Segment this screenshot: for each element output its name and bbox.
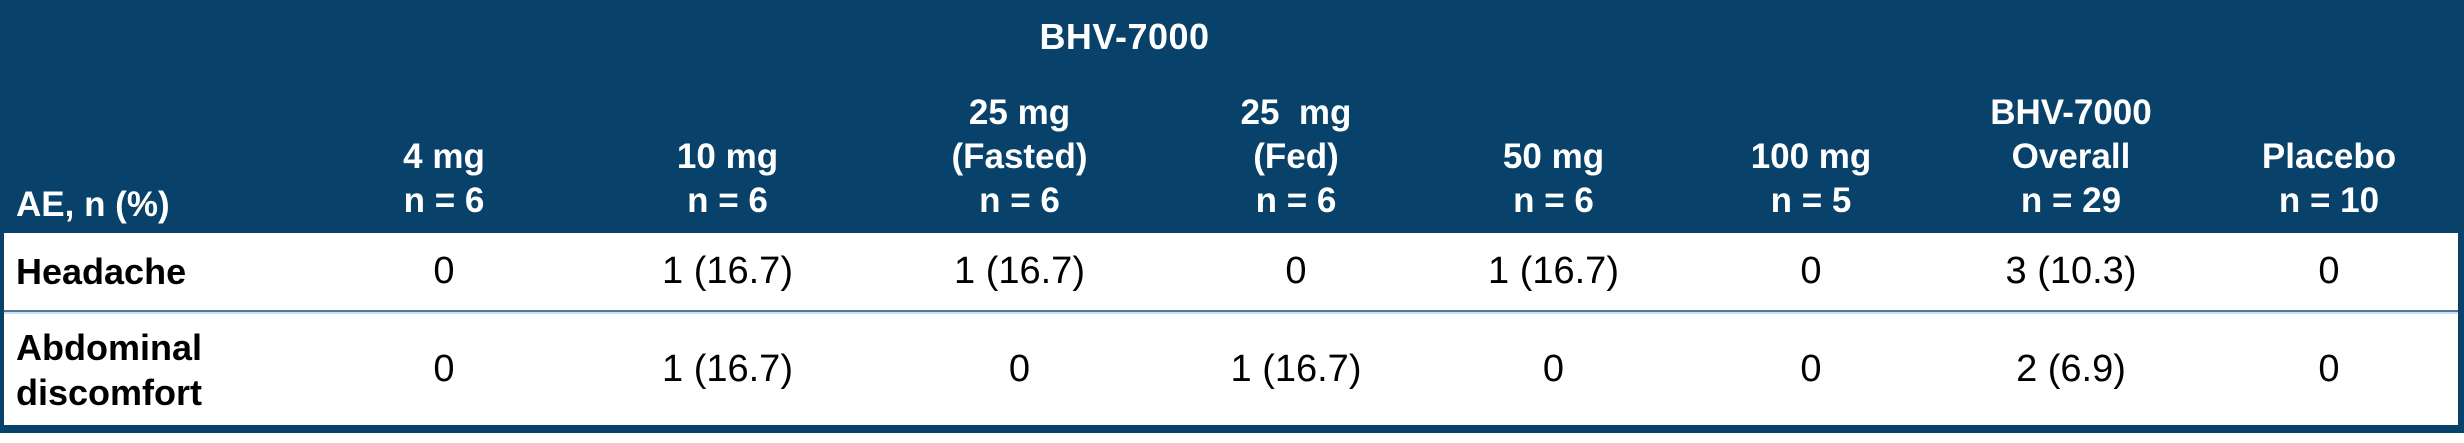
row-label: Abdominal discomfort <box>16 326 203 413</box>
column-header-4mg: 4 mg n = 6 <box>307 86 581 233</box>
table-cell: 1 (16.7) <box>954 250 1085 292</box>
table-header: BHV-7000 AE, n (%) 4 mg n = 6 10 mg n = … <box>4 0 2458 233</box>
column-header-50mg: 50 mg n = 6 <box>1427 86 1680 233</box>
adverse-events-table: BHV-7000 AE, n (%) 4 mg n = 6 10 mg n = … <box>0 0 2464 433</box>
table-row-headache: Headache 0 1 (16.7) 1 (16.7) 0 1 (16.7) … <box>4 233 2458 310</box>
table-cell: 0 <box>1800 348 1822 390</box>
table-cell: 0 <box>1285 250 1307 292</box>
column-header-line: 100 mg <box>1750 137 1872 176</box>
column-header-line: n = 6 <box>403 181 485 220</box>
column-header-10mg: 10 mg n = 6 <box>581 86 874 233</box>
table-cell: 1 (16.7) <box>662 348 793 390</box>
table-cell: 1 (16.7) <box>662 250 793 292</box>
group-header-label: BHV-7000 <box>1039 16 1210 57</box>
column-header-line: 25 mg <box>1240 93 1352 132</box>
column-header-line: n = 29 <box>2020 181 2122 220</box>
column-header-bhv7000-overall: BHV-7000 Overall n = 29 <box>1942 86 2200 233</box>
table-cell: 3 (10.3) <box>2005 250 2137 292</box>
row-divider <box>4 310 2458 314</box>
bottom-margin-strip <box>0 433 2464 443</box>
column-header-line: 50 mg <box>1502 137 1605 176</box>
column-header-label: AE, n (%) <box>16 185 170 224</box>
table-row-abdominal-discomfort: Abdominal discomfort 0 1 (16.7) 0 1 (16.… <box>4 314 2458 425</box>
table-cell: 0 <box>433 348 455 390</box>
column-header-line: n = 6 <box>687 181 768 220</box>
column-header-line: 4 mg <box>403 137 485 176</box>
table-cell: 0 <box>2318 348 2340 390</box>
group-header-bhv7000: BHV-7000 <box>307 0 1942 86</box>
column-header-ae: AE, n (%) <box>4 86 307 233</box>
table-cell: 0 <box>1800 250 1822 292</box>
column-header-line: (Fasted) <box>951 137 1088 176</box>
column-header-line: n = 6 <box>1255 181 1337 220</box>
table-cell: 2 (6.9) <box>2016 348 2126 390</box>
table-cell: 0 <box>1542 348 1565 390</box>
column-header-line: Placebo <box>2261 137 2397 176</box>
table-cell: 0 <box>433 250 455 292</box>
column-header-line: n = 6 <box>979 181 1060 220</box>
table-cell: 1 (16.7) <box>1230 348 1362 390</box>
table-cell: 0 <box>2318 250 2340 292</box>
column-header-line: n = 6 <box>1513 181 1594 220</box>
column-header-25mg-fed: 25 mg (Fed) n = 6 <box>1165 86 1427 233</box>
column-header-line: n = 5 <box>1770 181 1852 220</box>
table-cell: 0 <box>1008 348 1031 390</box>
column-header-25mg-fasted: 25 mg (Fasted) n = 6 <box>874 86 1165 233</box>
column-header-100mg: 100 mg n = 5 <box>1680 86 1942 233</box>
header-corner-spacer <box>4 0 307 86</box>
column-header-line: n = 10 <box>2278 181 2380 220</box>
column-header-line: 25 mg <box>968 93 1071 132</box>
row-label: Headache <box>16 251 187 292</box>
column-header-line: 10 mg <box>676 137 779 176</box>
column-header-placebo: Placebo n = 10 <box>2200 86 2458 233</box>
table-cell: 1 (16.7) <box>1488 250 1619 292</box>
column-header-line: Overall <box>2011 137 2131 176</box>
column-header-line: (Fed) <box>1253 137 1339 176</box>
column-header-line: BHV-7000 <box>1990 93 2152 132</box>
